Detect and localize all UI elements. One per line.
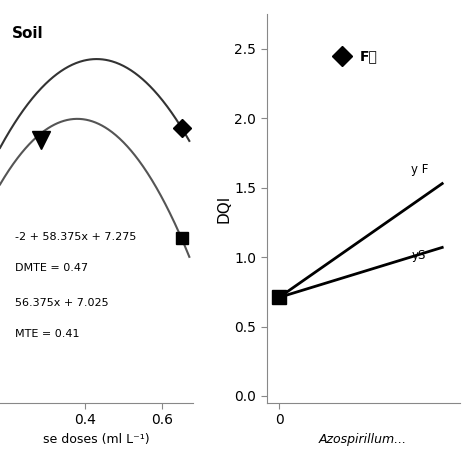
Text: yS: yS xyxy=(411,249,426,262)
Text: ‑2 + 58.375x + 7.275: ‑2 + 58.375x + 7.275 xyxy=(16,232,137,242)
Text: B: B xyxy=(266,473,286,474)
Y-axis label: DQI: DQI xyxy=(217,194,231,223)
X-axis label: Azospirillum...: Azospirillum... xyxy=(319,433,407,446)
X-axis label: se doses (ml L⁻¹): se doses (ml L⁻¹) xyxy=(43,433,150,446)
Text: DMTE = 0.47: DMTE = 0.47 xyxy=(16,263,89,273)
Text: Soil: Soil xyxy=(11,26,43,41)
Text: MTE = 0.41: MTE = 0.41 xyxy=(16,329,80,339)
Text: 56.375x + 7.025: 56.375x + 7.025 xyxy=(16,298,109,308)
Text: y F: y F xyxy=(411,163,429,176)
Text: F␀: F␀ xyxy=(359,49,377,63)
